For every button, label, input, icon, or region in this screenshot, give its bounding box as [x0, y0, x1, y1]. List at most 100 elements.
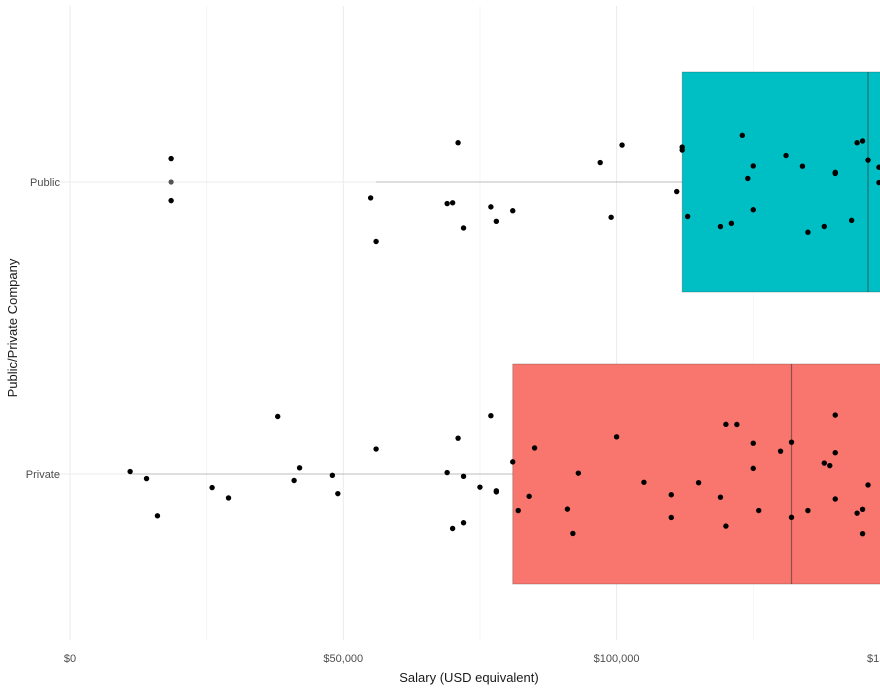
- salary-point: [460, 520, 467, 526]
- salary-point: [613, 434, 620, 440]
- salary-point: [821, 460, 828, 466]
- salary-point: [777, 448, 784, 454]
- x-tick-label: $50,000: [323, 653, 363, 665]
- salary-point: [373, 238, 379, 245]
- salary-point: [488, 204, 494, 210]
- salary-point: [493, 489, 500, 495]
- salary-point: [449, 200, 456, 206]
- salary-point: [739, 132, 746, 139]
- salary-point: [564, 506, 571, 512]
- salary-point: [695, 479, 702, 486]
- salary-point: [477, 484, 483, 490]
- salary-point: [674, 188, 680, 195]
- salary-point: [335, 490, 341, 497]
- salary-point: [296, 465, 303, 471]
- salary-point: [865, 482, 871, 488]
- salary-point: [493, 218, 500, 225]
- salary-point: [821, 223, 828, 230]
- salary-point: [143, 475, 150, 482]
- y-tick-labels: Public Private: [26, 177, 61, 481]
- salary-point: [668, 492, 674, 498]
- salary-point: [805, 229, 811, 235]
- salary-point: [225, 495, 232, 501]
- salary-point: [859, 530, 866, 537]
- salary-point: [750, 207, 756, 213]
- salary-point: [608, 214, 614, 220]
- salary-point: [832, 450, 838, 456]
- salary-point: [444, 469, 450, 476]
- salary-point: [619, 142, 625, 148]
- salary-point: [854, 140, 860, 146]
- x-tick-label: $0: [64, 653, 76, 665]
- salary-point: [367, 195, 374, 201]
- salary-point: [876, 164, 880, 170]
- y-tick-label: Public: [30, 177, 60, 189]
- salary-point: [127, 468, 133, 475]
- y-tick-label: Private: [26, 469, 60, 481]
- boxes: [130, 71, 880, 585]
- x-axis-title: Salary (USD equivalent): [399, 670, 538, 685]
- salary-point: [531, 445, 538, 451]
- salary-point: [805, 507, 811, 514]
- salary-point: [449, 525, 456, 532]
- salary-point: [859, 138, 866, 144]
- salary-point: [679, 144, 685, 150]
- x-tick-labels: $0$50,000$100,000$150,000$200,000$250,00…: [64, 653, 880, 665]
- salary-point: [832, 170, 838, 177]
- box-public: [681, 71, 880, 293]
- salary-point: [788, 514, 795, 521]
- data-points: [127, 132, 880, 537]
- salary-point: [510, 208, 516, 214]
- salary-point: [329, 472, 336, 479]
- salary-point: [641, 479, 647, 485]
- salary-point: [832, 412, 838, 418]
- salary-point: [799, 163, 806, 169]
- salary-point: [783, 152, 789, 159]
- salary-point: [460, 225, 467, 231]
- salary-point: [488, 413, 494, 419]
- salary-point: [827, 462, 833, 469]
- salary-point: [832, 496, 838, 502]
- salary-point: [854, 510, 860, 516]
- salary-point: [168, 197, 174, 204]
- salary-point: [750, 440, 756, 446]
- salary-point: [570, 530, 576, 537]
- salary-point: [734, 421, 740, 428]
- salary-point: [756, 507, 762, 514]
- salary-point: [788, 439, 795, 445]
- salary-point: [455, 435, 461, 441]
- salary-point: [723, 421, 729, 428]
- salary-point: [291, 477, 297, 484]
- salary-point: [848, 217, 855, 224]
- x-tick-label: $150,000: [867, 653, 880, 665]
- salary-point: [510, 459, 516, 465]
- salary-point: [168, 155, 174, 162]
- salary-point: [717, 494, 724, 500]
- salary-point: [723, 523, 729, 529]
- salary-point: [745, 175, 751, 182]
- salary-point: [575, 470, 582, 476]
- salary-point: [684, 213, 691, 220]
- x-tick-label: $100,000: [594, 653, 640, 665]
- salary-point: [750, 163, 756, 169]
- salary-point: [597, 159, 603, 166]
- salary-point: [444, 200, 450, 207]
- salary-point: [668, 514, 674, 521]
- salary-point: [728, 220, 735, 226]
- salary-point: [209, 484, 215, 491]
- salary-point: [526, 493, 532, 499]
- salary-point: [373, 446, 379, 452]
- salary-point: [515, 507, 521, 514]
- y-axis-title: Public/Private Company: [5, 258, 20, 397]
- salary-point: [275, 413, 281, 420]
- salary-point: [859, 506, 866, 513]
- salary-point: [455, 140, 461, 146]
- outlier-point: [168, 179, 174, 185]
- salary-point: [750, 465, 756, 472]
- salary-point: [460, 473, 467, 480]
- salary-point: [154, 513, 161, 519]
- salary-point: [865, 157, 871, 163]
- salary-point: [717, 223, 724, 230]
- salary-point: [876, 179, 880, 186]
